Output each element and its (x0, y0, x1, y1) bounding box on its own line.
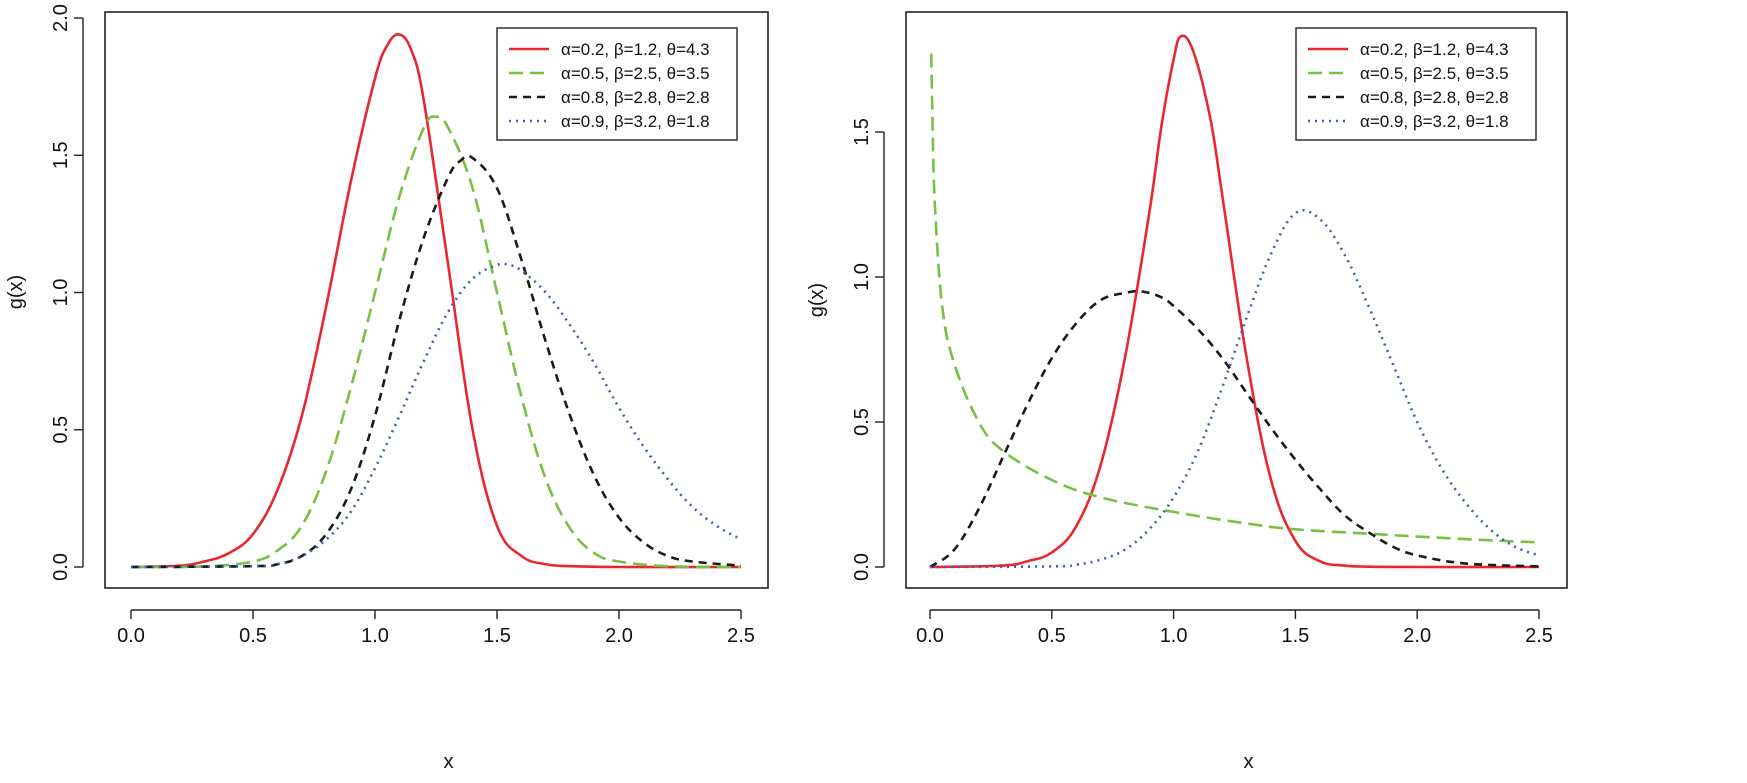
y-tick-label: 2.0 (50, 4, 72, 32)
x-axis-title: x (444, 751, 454, 773)
y-tick-label: 1.0 (851, 263, 873, 291)
y-axis: 0.0 0.5 1.0 1.5 2.0 (50, 4, 84, 581)
series-group (130, 33, 742, 569)
x-tick-label: 0.5 (1038, 625, 1066, 647)
x-axis: 0.0 0.5 1.0 1.5 2.0 2.5 (117, 609, 755, 647)
x-tick-label: 1.5 (483, 625, 511, 647)
x-tick-label: 2.0 (605, 625, 633, 647)
legend-label-2: α=0.5, β=2.5, θ=3.5 (561, 64, 710, 83)
series-group (929, 34, 1540, 569)
legend-label-1: α=0.2, β=1.2, θ=4.3 (561, 40, 710, 59)
legend-label-3: α=0.8, β=2.8, θ=2.8 (561, 88, 710, 107)
plot-frame (905, 11, 1568, 589)
series-line-1 (130, 33, 742, 569)
y-tick-label: 1.5 (851, 118, 873, 146)
legend-label-4: α=0.9, β=3.2, θ=1.8 (1360, 112, 1509, 131)
x-tick-label: 0.0 (916, 625, 944, 647)
x-tick-label: 2.0 (1403, 625, 1431, 647)
legend-label-3: α=0.8, β=2.8, θ=2.8 (1360, 88, 1509, 107)
x-tick-label: 1.0 (1160, 625, 1188, 647)
y-tick-label: 1.0 (50, 279, 72, 307)
y-tick-label: 0.5 (50, 416, 72, 444)
x-tick-label: 2.5 (1525, 625, 1553, 647)
series-line-1 (929, 34, 1540, 569)
series-line-3 (130, 154, 742, 569)
y-tick-label: 0.0 (851, 553, 873, 581)
series-line-4 (130, 262, 742, 569)
y-tick-label: 1.5 (50, 141, 72, 169)
y-axis: 0.0 0.5 1.0 1.5 (851, 118, 885, 581)
y-axis-title: g(x) (806, 283, 828, 317)
series-line-2 (130, 115, 742, 569)
legend-label-1: α=0.2, β=1.2, θ=4.3 (1360, 40, 1509, 59)
legend-label-4: α=0.9, β=3.2, θ=1.8 (561, 112, 710, 131)
series-line-2 (929, 53, 1540, 544)
x-axis-title: x (1244, 751, 1254, 773)
chart-panel-1: 0.0 0.5 1.0 1.5 2.0 2.5 x 0.0 0.5 1.0 1.5 2.0 g(x) α=… (5, 4, 769, 773)
series-line-4 (929, 209, 1540, 569)
y-tick-label: 0.5 (851, 408, 873, 436)
legend: α=0.2, β=1.2, θ=4.3 α=0.5, β=2.5, θ=3.5 α=… (496, 27, 738, 141)
y-axis-title: g(x) (5, 275, 27, 309)
series-line-3 (929, 289, 1540, 569)
x-tick-label: 0.0 (117, 625, 145, 647)
x-tick-label: 0.5 (239, 625, 267, 647)
y-tick-label: 0.0 (50, 553, 72, 581)
legend: α=0.2, β=1.2, θ=4.3 α=0.5, β=2.5, θ=3.5 α=… (1295, 27, 1537, 141)
plot-frame (104, 11, 769, 589)
legend-label-2: α=0.5, β=2.5, θ=3.5 (1360, 64, 1509, 83)
chart-panel-2: 0.0 0.5 1.0 1.5 2.0 2.5 x 0.0 0.5 1.0 1.5 g(x) α=0.2… (806, 11, 1568, 773)
x-tick-label: 1.5 (1281, 625, 1309, 647)
x-tick-label: 2.5 (727, 625, 755, 647)
x-tick-label: 1.0 (361, 625, 389, 647)
x-axis: 0.0 0.5 1.0 1.5 2.0 2.5 (916, 609, 1553, 647)
